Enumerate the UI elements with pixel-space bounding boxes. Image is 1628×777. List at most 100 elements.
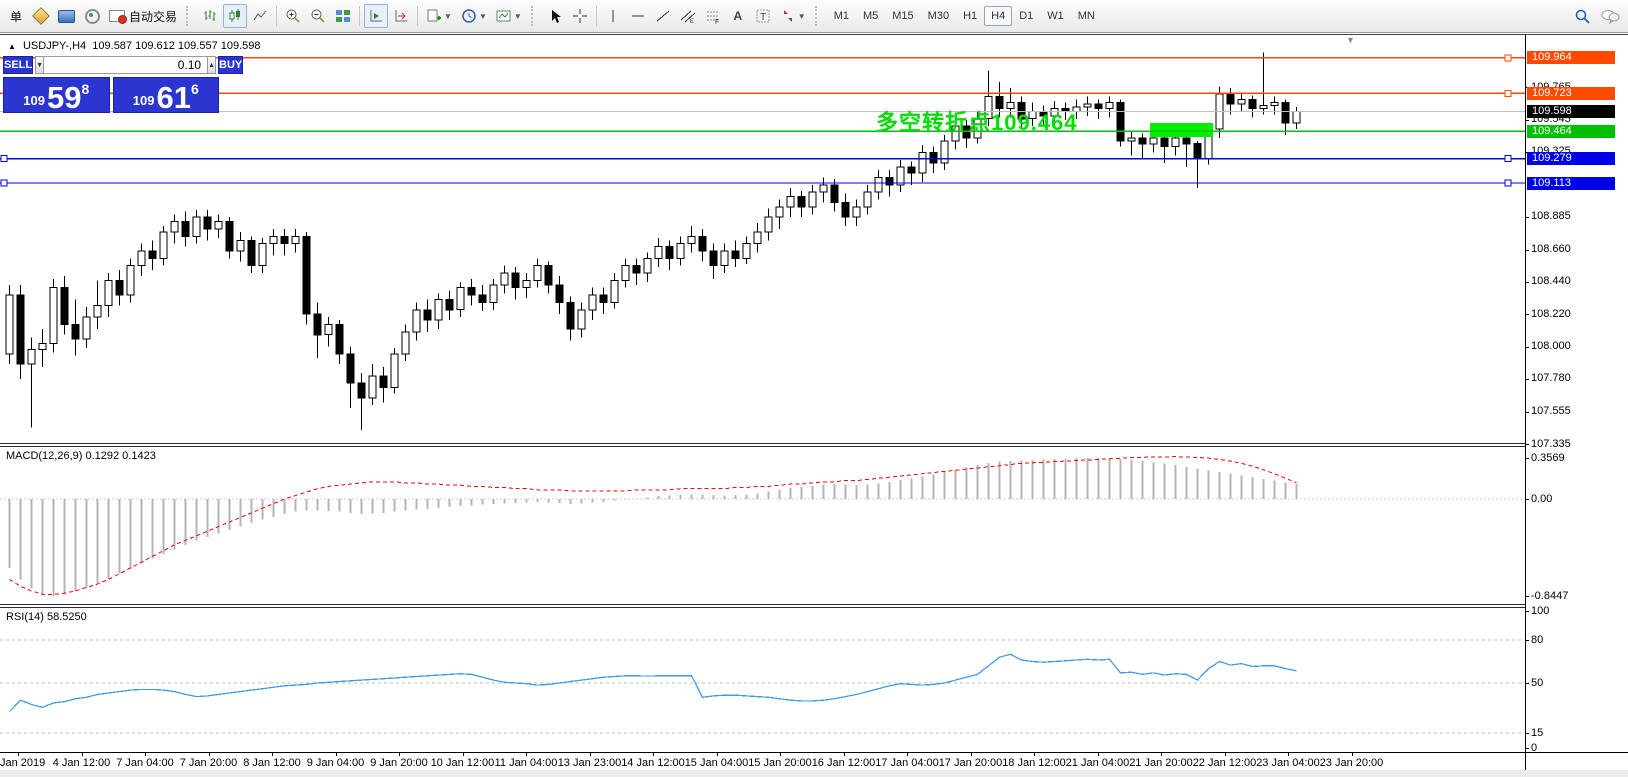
sell-button[interactable]: SELL (3, 56, 34, 74)
buy-button[interactable]: BUY (218, 56, 244, 74)
timeframe-h4[interactable]: H4 (984, 6, 1013, 26)
autotrading-button[interactable]: 自动交易 (105, 4, 181, 28)
candle-body (786, 196, 795, 208)
candlestick-chart-icon (229, 9, 241, 22)
line-chart-button[interactable] (248, 4, 272, 28)
zoom-in-icon (286, 9, 300, 23)
candle-body (137, 250, 146, 267)
equidistant-channel-tool[interactable]: E (676, 4, 700, 28)
horizontal-line-icon (631, 15, 644, 17)
tile-windows-icon (336, 10, 351, 22)
candle-body (720, 250, 729, 267)
horizontal-line-tool[interactable] (626, 4, 650, 28)
volume-decrease-button[interactable]: ▼ (35, 56, 45, 74)
chart-annotation[interactable]: 多空转折点109.464 (876, 110, 1078, 135)
time-tick (1351, 752, 1353, 756)
line-handle[interactable] (0, 155, 8, 163)
candle-body (324, 323, 333, 336)
zoom-in-button[interactable] (281, 4, 305, 28)
time-tick (208, 752, 210, 756)
zoom-out-button[interactable] (306, 4, 330, 28)
market-watch-button[interactable] (80, 4, 104, 28)
symbol-label: USDJPY-,H4 (22, 40, 87, 52)
search-button[interactable] (1570, 4, 1595, 28)
candle-body (984, 96, 993, 120)
volume-increase-button[interactable]: ▲ (207, 56, 216, 74)
candle-body (995, 96, 1004, 109)
candle-body (665, 246, 674, 259)
candle-body (907, 166, 916, 174)
auto-scroll-button[interactable] (364, 4, 389, 28)
rsi-pane[interactable] (0, 608, 1525, 752)
axis-tick (1525, 411, 1529, 413)
periods-button[interactable]: ▼ (457, 4, 491, 28)
cursor-button[interactable] (543, 4, 567, 28)
vertical-line-tool[interactable] (601, 4, 625, 28)
timeframe-mn[interactable]: MN (1077, 10, 1095, 22)
terminal-button[interactable] (54, 4, 79, 28)
line-handle[interactable] (0, 179, 8, 187)
highlight-rectangle[interactable] (1150, 123, 1213, 138)
fibonacci-tool[interactable]: F (701, 4, 725, 28)
axis-tick-label: 0 (1531, 741, 1538, 754)
arrows-tool[interactable]: ▼ (776, 4, 810, 28)
indicators-button[interactable]: ▼ (492, 4, 526, 28)
timeframe-m15[interactable]: M15 (892, 10, 914, 22)
toolbar-grip[interactable] (814, 6, 823, 26)
line-handle[interactable] (1504, 179, 1512, 187)
chat-button[interactable] (1596, 4, 1624, 28)
crosshair-button[interactable] (568, 4, 592, 28)
pane-separator[interactable] (0, 446, 1525, 447)
timeframe-h1[interactable]: H1 (963, 10, 978, 22)
time-tick-label: 9 Jan 20:00 (370, 757, 428, 769)
candlestick-chart-button[interactable] (223, 4, 248, 28)
new-chart-button[interactable]: ▼ (422, 4, 456, 28)
buy-price-box[interactable]: 109 61 6 (112, 77, 219, 113)
text-tool[interactable]: A (733, 9, 743, 23)
candle-body (456, 287, 465, 311)
toolbar-grip[interactable] (530, 6, 539, 26)
rsi-line (9, 653, 1297, 713)
panel-collapse-arrow[interactable]: ▼ (1346, 35, 1355, 45)
new-order-button-partial[interactable]: 单 (9, 9, 22, 24)
price-pane[interactable] (0, 35, 1525, 443)
timeframe-m5[interactable]: M5 (862, 10, 879, 22)
pane-separator[interactable] (0, 607, 1525, 608)
trendline-tool[interactable] (651, 4, 675, 28)
line-handle[interactable] (1504, 89, 1512, 97)
sell-price-box[interactable]: 109 59 8 (3, 77, 110, 113)
candle-body (830, 184, 839, 203)
chart-shift-button[interactable] (389, 4, 413, 28)
timeframe-m1[interactable]: M1 (833, 10, 849, 22)
candle-body (1171, 137, 1180, 148)
candle-body (1182, 137, 1191, 145)
candle-body (302, 235, 311, 315)
candle-body (27, 348, 36, 365)
pane-separator[interactable] (0, 604, 1525, 605)
candle-body (775, 206, 784, 218)
volume-input[interactable] (44, 56, 208, 74)
toolbar-grip[interactable] (186, 6, 194, 26)
candle-body (643, 257, 652, 274)
time-tick-label: 3 Jan 2019 (0, 757, 46, 769)
time-tick-label: 22 Jan 12:00 (1192, 757, 1257, 769)
line-handle[interactable] (1504, 54, 1512, 62)
macd-pane[interactable] (0, 447, 1525, 604)
axis-tick (1525, 611, 1529, 613)
candle-body (313, 313, 322, 336)
candle-body (434, 299, 443, 321)
time-tick-label: 17 Jan 04:00 (875, 757, 939, 769)
bar-chart-button[interactable] (198, 4, 222, 28)
timeframe-m30[interactable]: M30 (927, 10, 950, 22)
line-handle[interactable] (1504, 155, 1512, 163)
tile-windows-button[interactable] (331, 4, 355, 28)
candle-body (698, 235, 707, 252)
time-tick (780, 752, 781, 756)
pane-separator[interactable] (0, 443, 1525, 444)
timeframe-w1[interactable]: W1 (1047, 10, 1064, 22)
text-label-tool[interactable]: T (751, 4, 775, 28)
time-tick (81, 752, 83, 756)
candle-body (203, 216, 212, 230)
timeframe-d1[interactable]: D1 (1019, 10, 1034, 22)
